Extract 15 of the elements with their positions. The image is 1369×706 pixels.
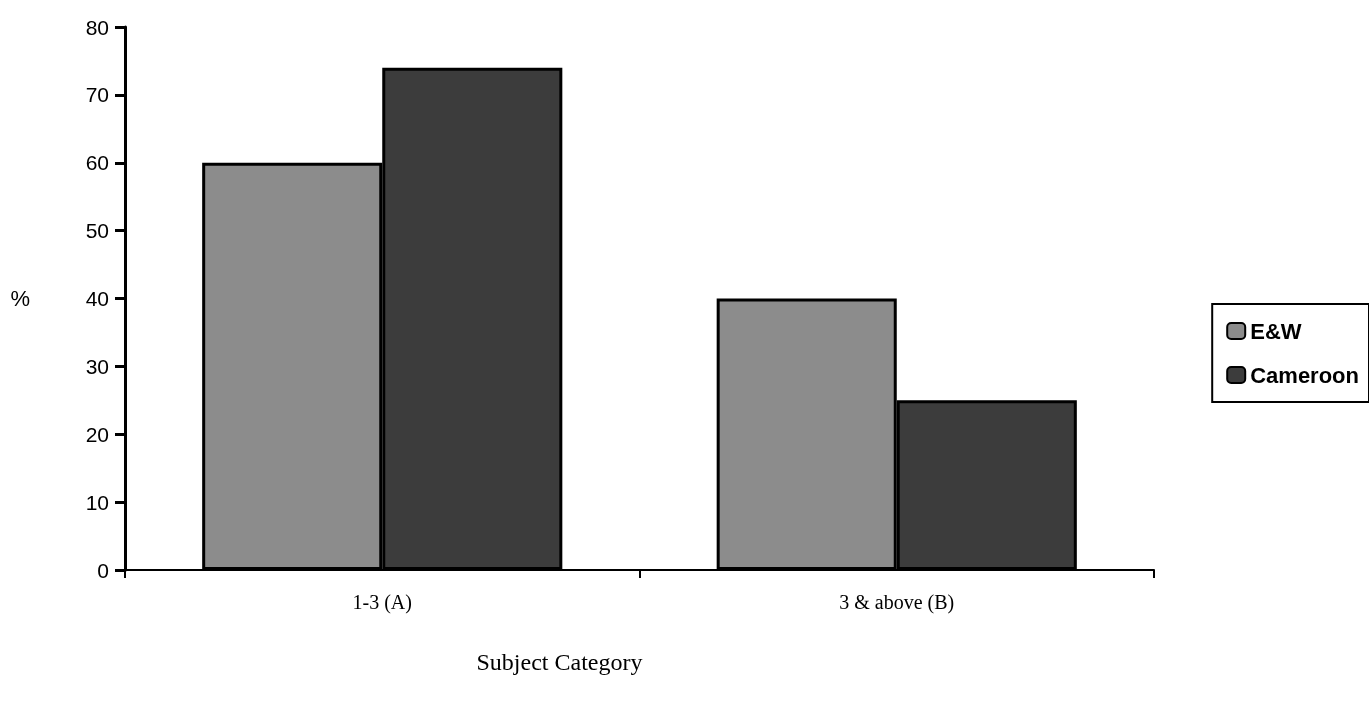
x-tick-label: 3 & above (B) (839, 591, 955, 614)
y-tick-label: 50 (85, 219, 109, 243)
y-tick-label: 40 (85, 287, 109, 310)
y-tick-label: 60 (85, 151, 109, 175)
legend-label: Cameroon (1250, 362, 1359, 388)
x-axis-title: Subject Category (476, 649, 643, 675)
y-tick-label: 10 (85, 490, 109, 514)
y-tick-label: 20 (85, 422, 109, 446)
y-tick-label: 30 (85, 354, 109, 378)
x-tick-label: 1-3 (A) (352, 591, 412, 614)
y-tick-label: 0 (97, 558, 109, 582)
y-tick-label: 70 (85, 83, 109, 107)
y-tick-label: 80 (85, 15, 109, 39)
y-axis-title: % (10, 286, 30, 311)
legend-label: E&W (1250, 318, 1302, 344)
